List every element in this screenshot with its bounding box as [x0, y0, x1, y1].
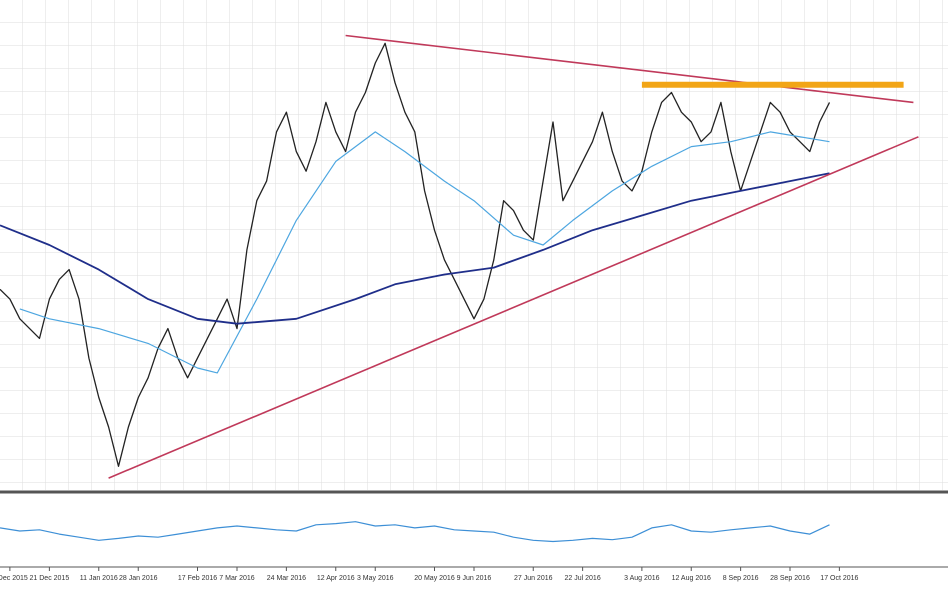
x-tick-label: 9 Jun 2016 — [457, 575, 492, 582]
series-line — [0, 42, 831, 467]
series-line — [19, 131, 830, 374]
x-tick-label: 12 Aug 2016 — [672, 575, 711, 582]
series-line — [108, 136, 919, 479]
series-line — [345, 34, 914, 104]
x-tick-label: 20 May 2016 — [414, 575, 455, 582]
x-tick-label: 27 Jun 2016 — [514, 575, 553, 582]
x-tick-label: 17 Oct 2016 — [820, 575, 858, 582]
x-tick-label: 28 Jan 2016 — [119, 575, 158, 582]
x-tick-label: 7 Mar 2016 — [219, 575, 255, 582]
x-tick-label: 17 Feb 2016 — [178, 575, 217, 582]
series-line — [0, 521, 830, 543]
x-tick-label: 1 Dec 2015 — [0, 575, 28, 582]
x-tick-label: 12 Apr 2016 — [317, 575, 355, 582]
series-line — [0, 172, 830, 325]
x-tick-label: 11 Jan 2016 — [80, 575, 118, 582]
oscillator-panel — [0, 495, 948, 565]
x-tick-label: 21 Dec 2015 — [30, 575, 70, 582]
x-tick-label: 3 Aug 2016 — [624, 575, 660, 582]
x-tick-label: 22 Jul 2016 — [565, 575, 601, 582]
x-tick-label: 3 May 2016 — [357, 575, 394, 582]
x-tick-label: 28 Sep 2016 — [770, 575, 810, 582]
x-tick-label: 24 Mar 2016 — [267, 575, 306, 582]
main-panel — [0, 0, 948, 490]
x-tick-label: 8 Sep 2016 — [723, 575, 759, 582]
